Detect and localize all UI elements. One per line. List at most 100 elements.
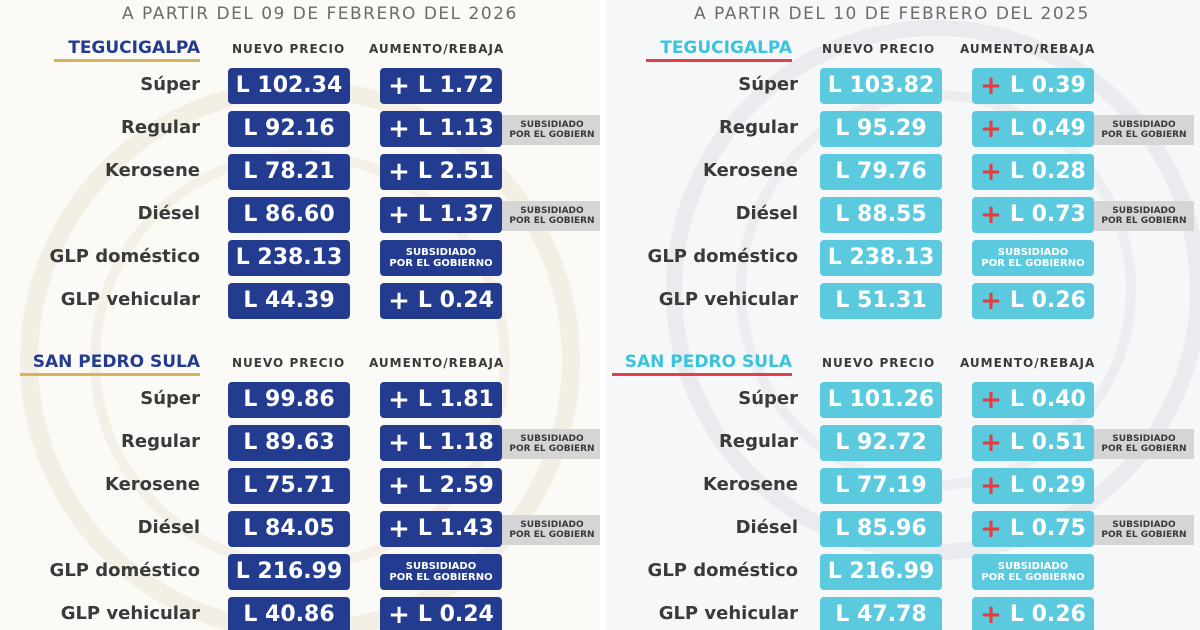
plus-icon: + bbox=[388, 114, 410, 144]
price-change: + L 0.24 bbox=[380, 597, 502, 630]
subsidized-note: SUBSIDIADO POR EL GOBIERN bbox=[502, 115, 600, 145]
change-column-header: AUMENTO/REBAJA bbox=[960, 42, 1096, 56]
price-value: L 75.71 bbox=[228, 468, 350, 504]
fuel-name: GLP doméstico bbox=[647, 560, 798, 581]
fuel-name: Diésel bbox=[735, 517, 798, 538]
fuel-row: Súper L 102.34 + L 1.72 bbox=[0, 68, 600, 106]
fuel-name: GLP vehicular bbox=[658, 289, 798, 310]
fuel-row: Diésel L 85.96 + L 0.75 SUBSIDIADO POR EL GOB… bbox=[606, 511, 1200, 549]
price-change: + L 0.28 bbox=[972, 154, 1094, 190]
price-change: + L 1.72 bbox=[380, 68, 502, 104]
plus-icon: + bbox=[388, 600, 410, 630]
price-change: + L 0.29 bbox=[972, 468, 1094, 504]
change-value: L 1.72 bbox=[417, 73, 494, 98]
subsidized-badge: SUBSIDIADO POR EL GOBIERNO bbox=[972, 240, 1094, 276]
fuel-name: Regular bbox=[121, 431, 200, 452]
note-text: SUBSIDIADO bbox=[1112, 120, 1176, 130]
fuel-row: GLP doméstico L 216.99 SUBSIDIADO POR EL GO… bbox=[606, 554, 1200, 592]
change-value: L 1.43 bbox=[417, 516, 494, 541]
price-column-header: NUEVO PRECIO bbox=[822, 42, 936, 56]
plus-icon: + bbox=[980, 428, 1002, 458]
price-value: L 92.16 bbox=[228, 111, 350, 147]
fuel-name: Súper bbox=[140, 388, 200, 409]
subsidized-note: SUBSIDIADO POR EL GOBIERN bbox=[502, 515, 600, 545]
note-text: POR EL GOBIERN bbox=[509, 530, 595, 540]
price-column-header: NUEVO PRECIO bbox=[232, 356, 346, 370]
note-text: POR EL GOBIERN bbox=[509, 444, 595, 454]
fuel-row: Súper L 99.86 + L 1.81 bbox=[0, 382, 600, 420]
change-value: L 0.51 bbox=[1009, 430, 1086, 455]
price-change: + L 1.43 bbox=[380, 511, 502, 547]
price-value: L 102.34 bbox=[228, 68, 350, 104]
note-text: POR EL GOBIERN bbox=[509, 130, 595, 140]
fuel-row: GLP vehicular L 51.31 + L 0.26 bbox=[606, 283, 1200, 321]
change-value: L 0.26 bbox=[1009, 288, 1086, 313]
fuel-name: Súper bbox=[738, 74, 798, 95]
plus-icon: + bbox=[980, 157, 1002, 187]
fuel-name: Diésel bbox=[735, 203, 798, 224]
effective-date-title: A PARTIR DEL 09 DE FEBRERO DEL 2026 bbox=[122, 4, 518, 24]
fuel-row: Regular L 92.16 + L 1.13 SUBSIDIADO POR EL GO… bbox=[0, 111, 600, 149]
fuel-row: Súper L 103.82 + L 0.39 bbox=[606, 68, 1200, 106]
price-value: L 216.99 bbox=[820, 554, 942, 590]
change-value: L 1.81 bbox=[417, 387, 494, 412]
fuel-row: GLP vehicular L 47.78 + L 0.26 bbox=[606, 597, 1200, 630]
price-change: + L 1.81 bbox=[380, 382, 502, 418]
fuel-row: GLP doméstico L 216.99 SUBSIDIADO POR EL GO… bbox=[0, 554, 600, 592]
price-value: L 238.13 bbox=[820, 240, 942, 276]
price-value: L 238.13 bbox=[228, 240, 350, 276]
panel-divider bbox=[600, 0, 606, 630]
plus-icon: + bbox=[388, 471, 410, 501]
city-name: SAN PEDRO SULA bbox=[20, 352, 200, 376]
price-value: L 44.39 bbox=[228, 283, 350, 319]
fuel-name: GLP doméstico bbox=[49, 560, 200, 581]
plus-icon: + bbox=[388, 200, 410, 230]
subsidized-note: SUBSIDIADO POR EL GOBIERN bbox=[1094, 515, 1194, 545]
price-value: L 47.78 bbox=[820, 597, 942, 630]
city-name: TEGUCIGALPA bbox=[54, 38, 200, 62]
plus-icon: + bbox=[980, 600, 1002, 630]
change-value: L 0.24 bbox=[417, 602, 494, 627]
change-value: L 0.24 bbox=[417, 288, 494, 313]
price-change: + L 0.73 bbox=[972, 197, 1094, 233]
fuel-row: Kerosene L 78.21 + L 2.51 bbox=[0, 154, 600, 192]
price-change: + L 1.18 bbox=[380, 425, 502, 461]
price-value: L 216.99 bbox=[228, 554, 350, 590]
subsidized-badge: SUBSIDIADO POR EL GOBIERNO bbox=[972, 554, 1094, 590]
change-value: L 1.18 bbox=[417, 430, 494, 455]
change-value: L 0.40 bbox=[1009, 387, 1086, 412]
fuel-name: Kerosene bbox=[702, 160, 798, 181]
plus-icon: + bbox=[980, 114, 1002, 144]
price-value: L 89.63 bbox=[228, 425, 350, 461]
subsidized-text: POR EL GOBIERNO bbox=[389, 572, 493, 583]
price-change: + L 2.59 bbox=[380, 468, 502, 504]
plus-icon: + bbox=[388, 514, 410, 544]
fuel-row: GLP doméstico L 238.13 SUBSIDIADO POR EL GO… bbox=[606, 240, 1200, 278]
plus-icon: + bbox=[980, 200, 1002, 230]
note-text: SUBSIDIADO bbox=[520, 520, 584, 530]
price-change: + L 0.51 bbox=[972, 425, 1094, 461]
effective-date-title: A PARTIR DEL 10 DE FEBRERO DEL 2025 bbox=[694, 4, 1090, 24]
fuel-name: Diésel bbox=[137, 517, 200, 538]
price-value: L 92.72 bbox=[820, 425, 942, 461]
fuel-name: Súper bbox=[738, 388, 798, 409]
city-name: SAN PEDRO SULA bbox=[612, 352, 792, 376]
subsidized-note: SUBSIDIADO POR EL GOBIERN bbox=[1094, 201, 1194, 231]
note-text: POR EL GOBIERN bbox=[509, 216, 595, 226]
plus-icon: + bbox=[980, 514, 1002, 544]
price-change: + L 0.26 bbox=[972, 597, 1094, 630]
fuel-row: Kerosene L 79.76 + L 0.28 bbox=[606, 154, 1200, 192]
fuel-row: Regular L 95.29 + L 0.49 SUBSIDIADO POR EL GO… bbox=[606, 111, 1200, 149]
note-text: POR EL GOBIERN bbox=[1101, 444, 1187, 454]
price-change: + L 0.26 bbox=[972, 283, 1094, 319]
fuel-row: Diésel L 84.05 + L 1.43 SUBSIDIADO POR EL GOB… bbox=[0, 511, 600, 549]
plus-icon: + bbox=[388, 157, 410, 187]
subsidized-note: SUBSIDIADO POR EL GOBIERN bbox=[502, 201, 600, 231]
note-text: POR EL GOBIERN bbox=[1101, 130, 1187, 140]
fuel-row: Diésel L 86.60 + L 1.37 SUBSIDIADO POR EL GOB… bbox=[0, 197, 600, 235]
fuel-row: Kerosene L 77.19 + L 0.29 bbox=[606, 468, 1200, 506]
note-text: SUBSIDIADO bbox=[1112, 206, 1176, 216]
current-prices-panel: A PARTIR DEL 09 DE FEBRERO DEL 2026 TEGU… bbox=[0, 4, 600, 630]
fuel-row: GLP doméstico L 238.13 SUBSIDIADO POR EL GO… bbox=[0, 240, 600, 278]
fuel-name: Regular bbox=[121, 117, 200, 138]
